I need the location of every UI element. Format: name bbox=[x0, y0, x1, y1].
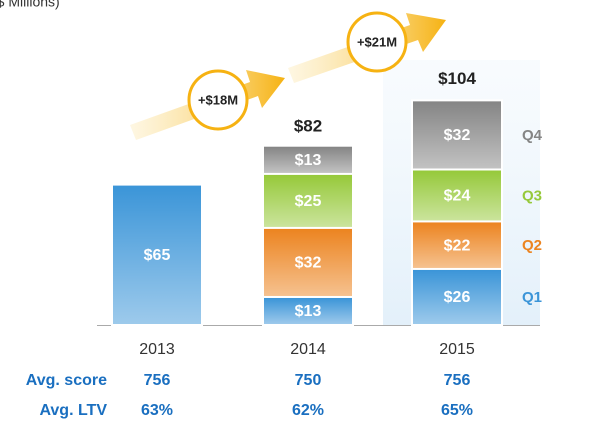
data-label: $13 bbox=[295, 303, 322, 320]
x-tick-label: 2015 bbox=[439, 341, 475, 358]
bar-shine bbox=[113, 185, 201, 324]
legend-label: Q2 bbox=[522, 237, 542, 254]
data-label: $65 bbox=[144, 247, 171, 264]
annotation: +$18M bbox=[198, 92, 238, 107]
bar-shine bbox=[264, 297, 352, 324]
metric-label: Avg. score bbox=[26, 372, 107, 389]
metric-value: 62% bbox=[292, 402, 324, 419]
metric-value: 756 bbox=[144, 372, 171, 389]
data-label: $13 bbox=[295, 152, 322, 169]
bar-shine bbox=[264, 174, 352, 227]
metric-value: 63% bbox=[141, 402, 173, 419]
x-tick-label: 2013 bbox=[139, 341, 175, 358]
subtitle: ($ Millions) bbox=[0, 0, 60, 10]
bar-shine bbox=[413, 101, 501, 169]
x-tick-label: 2014 bbox=[290, 341, 326, 358]
data-label: $25 bbox=[295, 193, 322, 210]
total-label: $104 bbox=[438, 69, 476, 88]
total-label: $82 bbox=[294, 116, 322, 135]
metric-value: 756 bbox=[444, 372, 471, 389]
annotation: +$21M bbox=[357, 34, 397, 49]
legend-label: Q1 bbox=[522, 289, 542, 306]
bar-shine bbox=[413, 222, 501, 268]
metric-value: 750 bbox=[295, 372, 322, 389]
data-label: $26 bbox=[444, 289, 471, 306]
bar-shine bbox=[413, 170, 501, 221]
bar-shine bbox=[264, 228, 352, 296]
data-label: $32 bbox=[444, 127, 471, 144]
metric-value: 65% bbox=[441, 402, 473, 419]
data-label: $22 bbox=[444, 237, 471, 254]
legend-label: Q4 bbox=[522, 127, 543, 144]
bar-shine bbox=[413, 269, 501, 324]
metric-label: Avg. LTV bbox=[39, 402, 107, 419]
data-label: $32 bbox=[295, 255, 322, 272]
legend-label: Q3 bbox=[522, 187, 542, 204]
bar-shine bbox=[264, 146, 352, 173]
data-label: $24 bbox=[444, 188, 471, 205]
growth-arrow bbox=[130, 11, 446, 140]
